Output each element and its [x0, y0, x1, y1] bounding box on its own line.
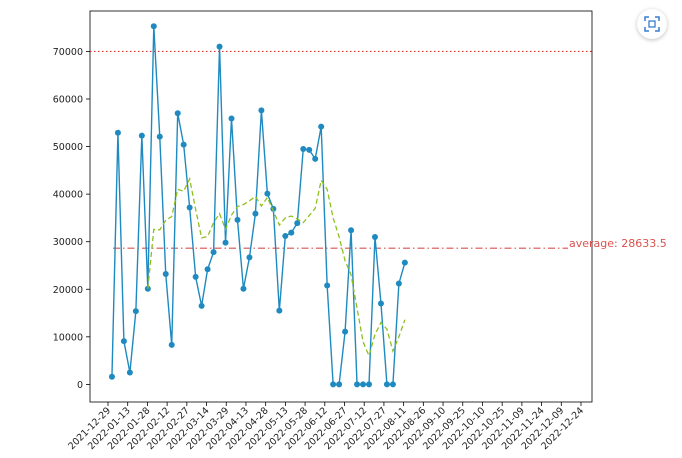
- data-point: [300, 145, 307, 152]
- y-tick-label: 30000: [53, 237, 83, 248]
- y-tick-label: 50000: [53, 142, 83, 153]
- reference-lines: [90, 50, 592, 249]
- plot-area-frame: [89, 10, 593, 403]
- data-point: [204, 266, 211, 273]
- data-point: [330, 381, 337, 388]
- data-point: [252, 210, 259, 217]
- data-point: [174, 110, 181, 117]
- data-point: [306, 146, 313, 153]
- data-point: [162, 271, 169, 278]
- data-point: [395, 280, 402, 287]
- data-point: [288, 229, 295, 236]
- data-point: [371, 233, 378, 240]
- data-point: [389, 381, 396, 388]
- data-point: [348, 227, 355, 234]
- y-tick-label: 60000: [53, 94, 83, 105]
- data-point: [324, 282, 331, 289]
- data-point: [294, 220, 301, 227]
- data-point: [312, 155, 319, 162]
- y-tick-label: 70000: [53, 47, 83, 58]
- data-point: [216, 43, 223, 50]
- y-tick-label: 0: [77, 380, 83, 391]
- data-point: [210, 249, 217, 256]
- average-label: average: 28633.5: [569, 237, 667, 250]
- data-point: [366, 381, 373, 388]
- data-point: [156, 133, 163, 140]
- data-point: [342, 328, 349, 335]
- series-group: [108, 23, 408, 388]
- data-point: [126, 369, 133, 376]
- data-point: [138, 132, 145, 139]
- data-point: [228, 115, 235, 122]
- data-point: [198, 302, 205, 309]
- data-point: [318, 123, 325, 130]
- data-point: [180, 141, 187, 148]
- data-point: [222, 239, 229, 246]
- x-axis: 2021-12-292022-01-132022-01-282022-02-12…: [66, 402, 586, 452]
- data-point: [234, 216, 241, 223]
- y-tick-label: 40000: [53, 190, 83, 201]
- data-point: [108, 373, 115, 380]
- moving-average-line: [147, 176, 406, 358]
- data-point: [192, 273, 199, 280]
- data-point: [264, 190, 271, 197]
- data-point: [383, 381, 390, 388]
- data-point: [240, 285, 247, 292]
- data-point: [282, 232, 289, 239]
- qr-scan-icon: [644, 16, 660, 32]
- data-point: [150, 23, 157, 30]
- data-point: [276, 307, 283, 314]
- y-tick-label: 10000: [53, 332, 83, 343]
- qr-scan-button[interactable]: [637, 9, 667, 39]
- data-point: [186, 204, 193, 211]
- data-point: [401, 259, 408, 266]
- data-point: [114, 129, 121, 136]
- y-tick-label: 20000: [53, 285, 83, 296]
- data-point: [132, 308, 139, 315]
- data-point: [377, 300, 384, 307]
- data-point: [336, 381, 343, 388]
- data-point: [246, 254, 253, 261]
- data-point: [168, 341, 175, 348]
- data-point: [360, 381, 367, 388]
- main-series-line: [111, 26, 406, 386]
- data-point: [354, 381, 361, 388]
- y-axis: 0 10000 20000 30000 40000 50000 60000 70000: [53, 47, 90, 391]
- data-point: [258, 107, 265, 114]
- data-point: [120, 338, 127, 345]
